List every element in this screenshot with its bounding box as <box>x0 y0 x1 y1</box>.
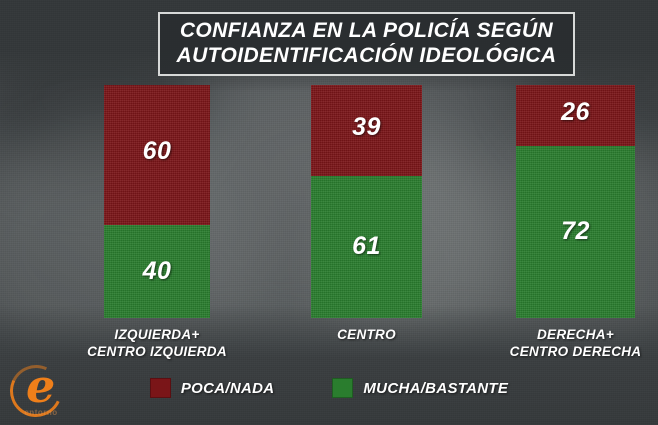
bar-group: 60 40 <box>104 85 210 319</box>
category-label: CENTRO <box>337 327 396 342</box>
bar-segment-poca-nada: 39 <box>311 85 422 176</box>
bar-segment-mucha-bastante: 61 <box>311 175 422 319</box>
chart-title-line-1: CONFIANZA EN LA POLICÍA SEGÚN <box>179 19 554 42</box>
bar-value-label: 60 <box>142 137 172 166</box>
bar-value-label: 72 <box>561 217 590 246</box>
bar-segment-poca-nada: 60 <box>104 85 210 225</box>
logo-wordmark: entorno <box>24 408 58 417</box>
bar-value-label: 26 <box>561 97 590 126</box>
bar-segment-mucha-bastante: 40 <box>104 224 210 319</box>
legend-label: MUCHA/BASTANTE <box>363 379 509 397</box>
bar-group: 39 61 <box>311 85 422 319</box>
legend-item: MUCHA/BASTANTE <box>332 378 508 398</box>
bar-segment-poca-nada: 26 <box>516 85 635 146</box>
legend-swatch-icon <box>149 378 171 398</box>
logo-letter-e: e <box>26 359 56 413</box>
bar-value-label: 39 <box>352 112 381 141</box>
bar-group: 26 72 <box>516 85 635 319</box>
legend-label: POCA/NADA <box>180 379 275 397</box>
category-label: DERECHA+ CENTRO DERECHA <box>509 327 642 359</box>
background-bottom-shade <box>0 305 658 425</box>
category-label: IZQUIERDA+ CENTRO IZQUIERDA <box>87 327 227 359</box>
brand-logo: e entorno <box>2 357 70 425</box>
chart-title: CONFIANZA EN LA POLICÍA SEGÚN AUTOIDENTI… <box>158 12 575 76</box>
bar-value-label: 40 <box>142 256 172 285</box>
legend-swatch-icon <box>332 378 354 398</box>
bar-segment-mucha-bastante: 72 <box>516 145 635 319</box>
bar-value-label: 61 <box>352 232 381 261</box>
legend-item: POCA/NADA <box>149 378 275 398</box>
chart-title-line-2: AUTOIDENTIFICACIÓN IDEOLÓGICA <box>176 44 557 67</box>
chart-legend: POCA/NADA MUCHA/BASTANTE <box>0 378 658 398</box>
